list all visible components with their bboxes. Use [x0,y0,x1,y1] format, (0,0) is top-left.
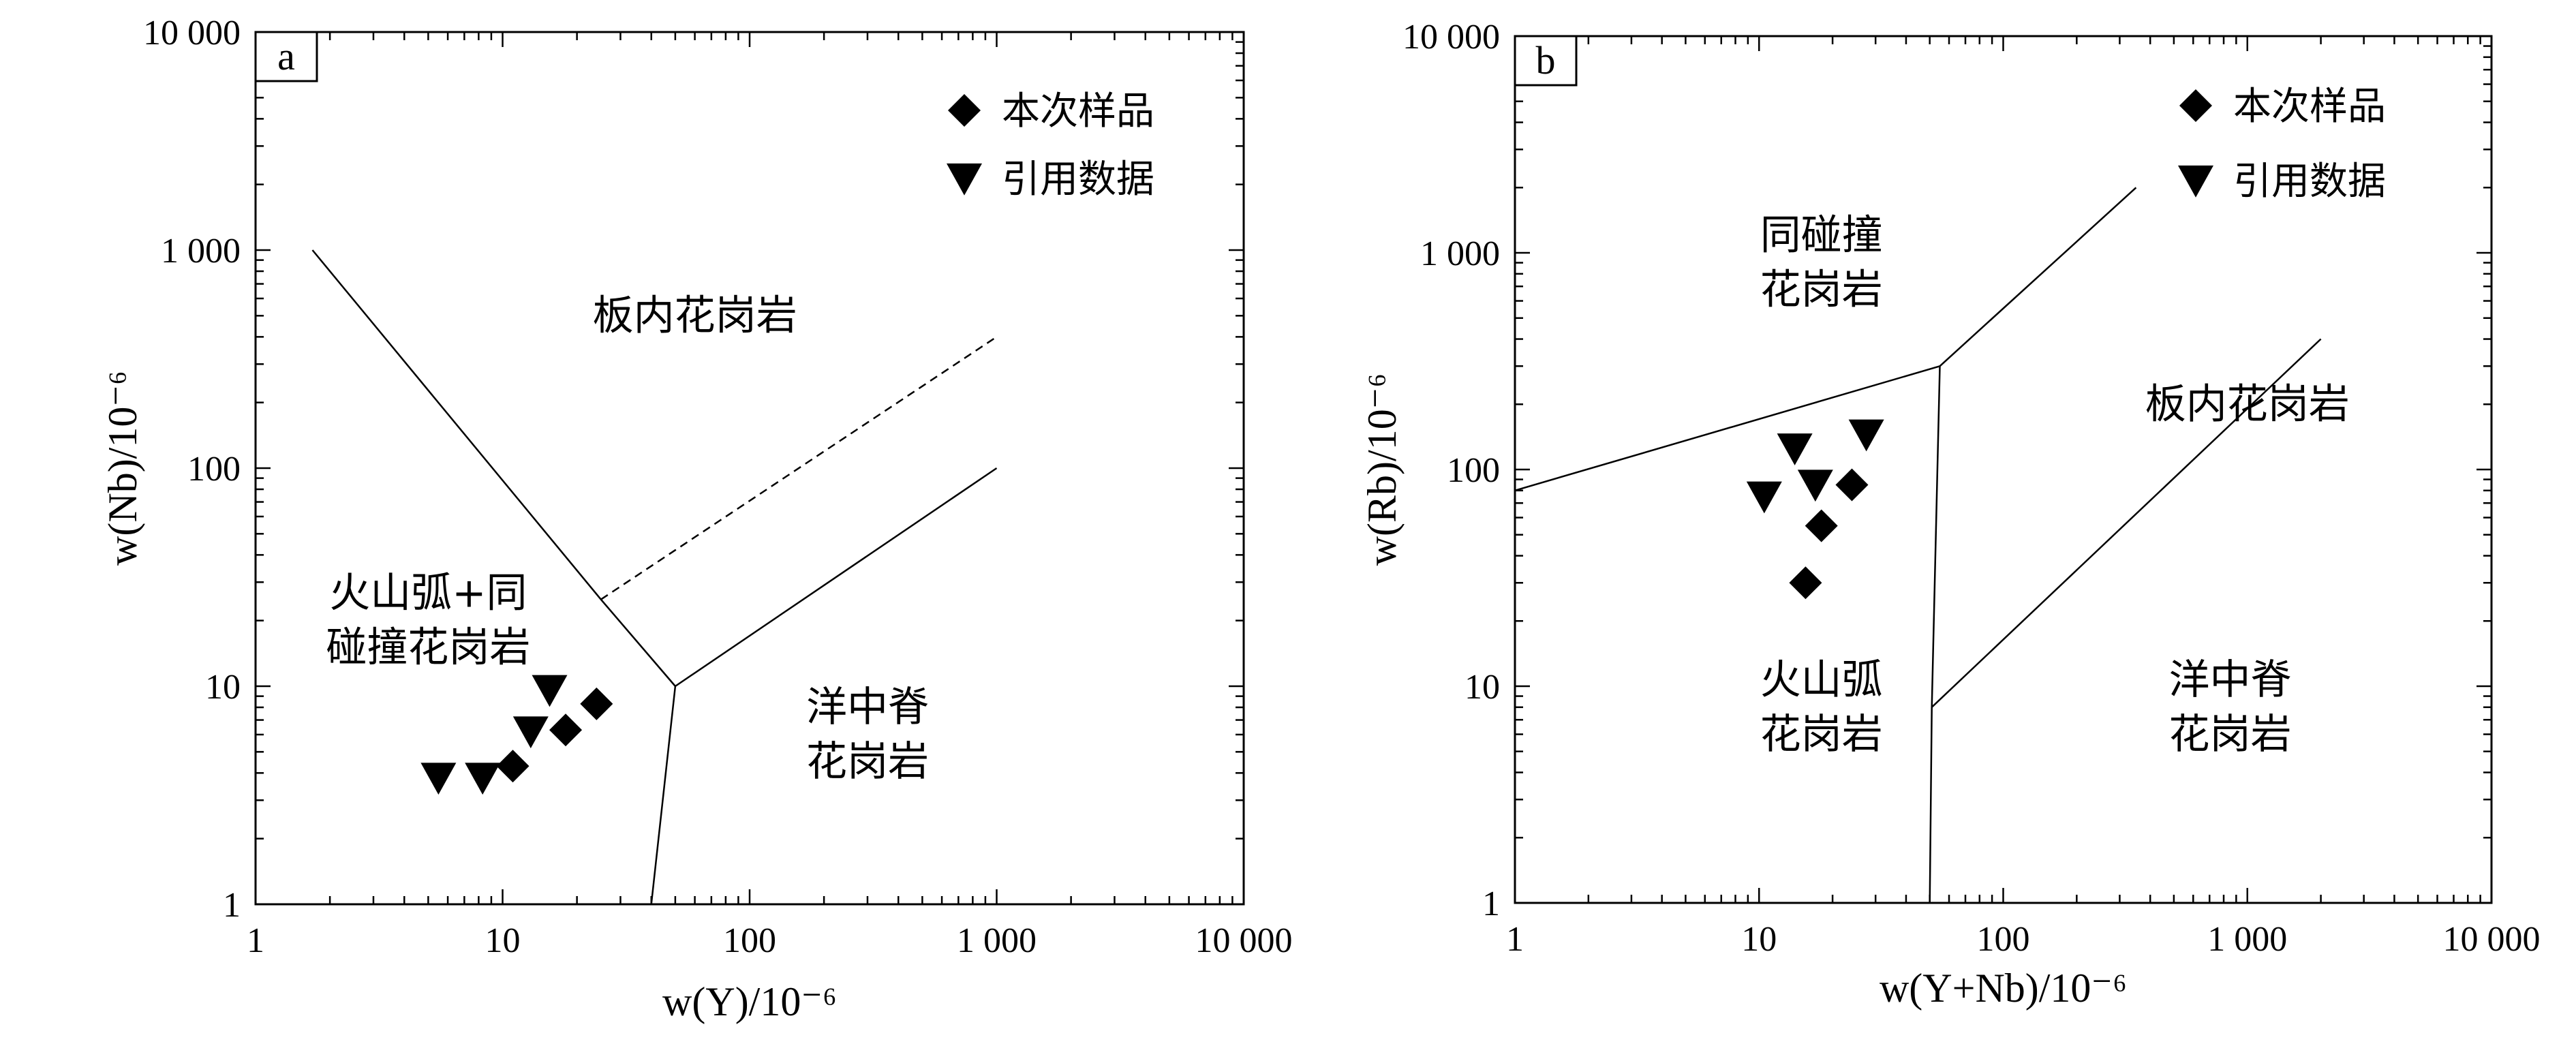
legend-marker-triangle [947,163,982,196]
data-point-diamond [1789,566,1822,600]
x-tick-label: 100 [723,921,776,960]
x-tick-label: 1 000 [2207,920,2287,959]
region-label: 板内花岗岩 [593,292,797,339]
data-point-triangle [1797,470,1833,502]
region-label: 同碰撞 [1760,212,1883,260]
x-tick-label: 10 000 [2443,920,2541,959]
boundary-line [1939,187,2137,367]
legend-label: 引用数据 [1002,157,1154,202]
boundary-line [1931,338,2322,708]
boundary-line [650,686,677,905]
x-tick-label: 100 [1977,920,2030,959]
y-tick-label: 10 [1465,668,1500,707]
boundary-line [1929,366,1941,904]
y-axis-title: w(Nb)/10⁻⁶ [100,371,145,566]
legend-marker-triangle [2178,165,2213,198]
region-label: 花岗岩 [806,738,929,786]
legend-label: 引用数据 [2233,159,2386,204]
y-tick-label: 10 [205,668,241,707]
data-point-triangle [1848,419,1884,452]
panel-label-box [1514,35,1578,87]
legend-label: 本次样品 [1002,89,1154,134]
panel-label: b [1536,38,1556,82]
panel-a: 1 10 100 1 000 10 000 1 10 100 1 000 10 000 w(Y)/1… [100,14,1293,1024]
region-label: 碰撞花岗岩 [326,624,530,672]
panel-b: 1 10 100 1 000 10 000 1 10 100 1 000 10 000 w(Y+Nb… [1360,18,2541,1011]
y-axis-title: w(Rb)/10⁻⁶ [1360,373,1405,566]
region-label: 板内花岗岩 [2145,380,2350,428]
data-point-triangle [420,763,457,795]
data-point-diamond [1835,468,1869,502]
x-tick-label: 1 [247,921,264,960]
x-tick-label: 10 000 [1195,921,1293,960]
y-tick-label: 100 [187,450,241,489]
region-label: 火山弧+同 [329,570,527,617]
panel-label-box [254,31,318,82]
y-tick-label: 1 [223,886,241,925]
panel-label: a [277,34,295,78]
data-point-triangle [465,763,501,795]
x-axis-title: w(Y+Nb)/10⁻⁶ [1880,966,2127,1011]
y-tick-label: 10 000 [1402,18,1500,57]
y-tick-label: 1 000 [1420,234,1500,273]
region-label: 花岗岩 [1760,266,1883,314]
data-point-diamond [1805,509,1838,542]
boundary-line [1514,365,1940,491]
y-tick-label: 10 000 [143,14,241,52]
legend-marker-diamond [2179,89,2212,122]
y-tick-label: 1 [1482,885,1500,923]
legend-marker-diamond [948,94,981,127]
dashed-boundary-line [600,336,998,600]
data-point-triangle [512,716,549,749]
x-tick-label: 1 [1506,920,1524,959]
x-tick-label: 10 [485,921,521,960]
region-label: 火山弧 [1760,656,1883,704]
y-tick-label: 100 [1447,451,1500,490]
data-point-diamond [496,750,530,783]
data-point-triangle [1746,481,1782,514]
legend-label: 本次样品 [2233,84,2386,129]
region-label: 花岗岩 [1760,711,1883,758]
region-label: 洋中脊 [806,683,929,731]
y-tick-label: 1 000 [161,232,241,271]
region-label: 洋中脊 [2168,656,2291,704]
data-point-triangle [1777,433,1813,465]
data-point-diamond [580,687,613,720]
x-axis-title: w(Y)/10⁻⁶ [662,979,837,1024]
x-tick-label: 10 [1741,920,1777,959]
x-tick-label: 1 000 [957,921,1037,960]
data-point-diamond [549,713,583,747]
boundary-line [675,467,998,688]
region-label: 花岗岩 [2168,711,2291,758]
data-point-triangle [532,675,568,707]
